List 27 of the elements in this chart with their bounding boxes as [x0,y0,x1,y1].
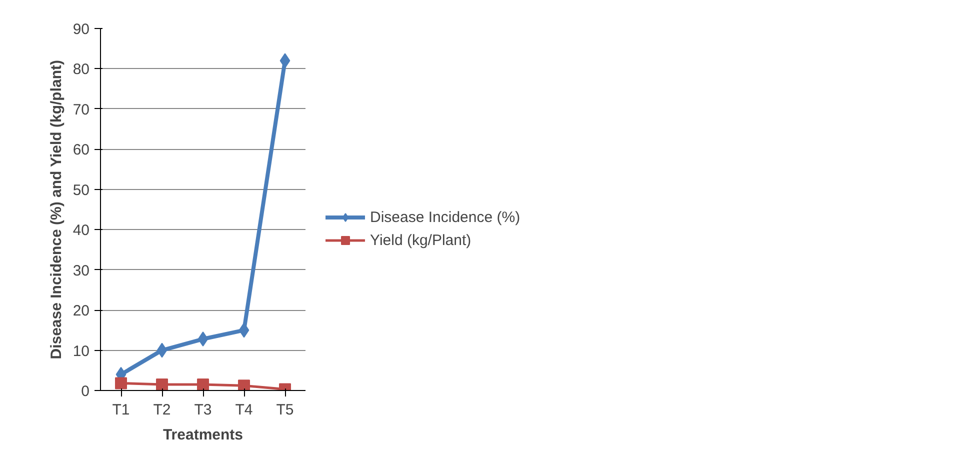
y-tick-label: 70 [72,101,90,118]
y-tick-label: 40 [72,222,90,240]
x-axis-title: Treatments [162,426,244,444]
y-tick-label: 90 [72,21,90,38]
x-tick-label: T3 [194,402,212,418]
y-tick-label: 80 [72,61,90,78]
point [238,380,250,390]
x-tick-label: T1 [112,402,130,418]
y-tick-label: 30 [72,262,90,280]
legend-label: Yield (kg/Plant) [370,232,472,248]
y-tick-label: 20 [72,302,90,320]
point [197,378,209,390]
y-tick-label: 10 [72,342,90,360]
legend-label: Disease Incidence (%) [370,208,520,226]
point [198,332,208,347]
x-tick-label: T2 [153,402,171,418]
point [238,322,250,338]
point [156,342,168,358]
x-tick-label: T5 [276,402,294,418]
y-tick-label: 60 [72,142,90,159]
y-tick-label: 0 [81,383,90,400]
point [280,53,290,68]
x-tick-label: T4 [235,402,253,418]
y-axis-title: Disease Incidence (%) and Yield (kg/plant) [48,60,65,360]
point [156,378,168,390]
point [115,377,127,390]
y-tick-label: 50 [72,182,90,199]
